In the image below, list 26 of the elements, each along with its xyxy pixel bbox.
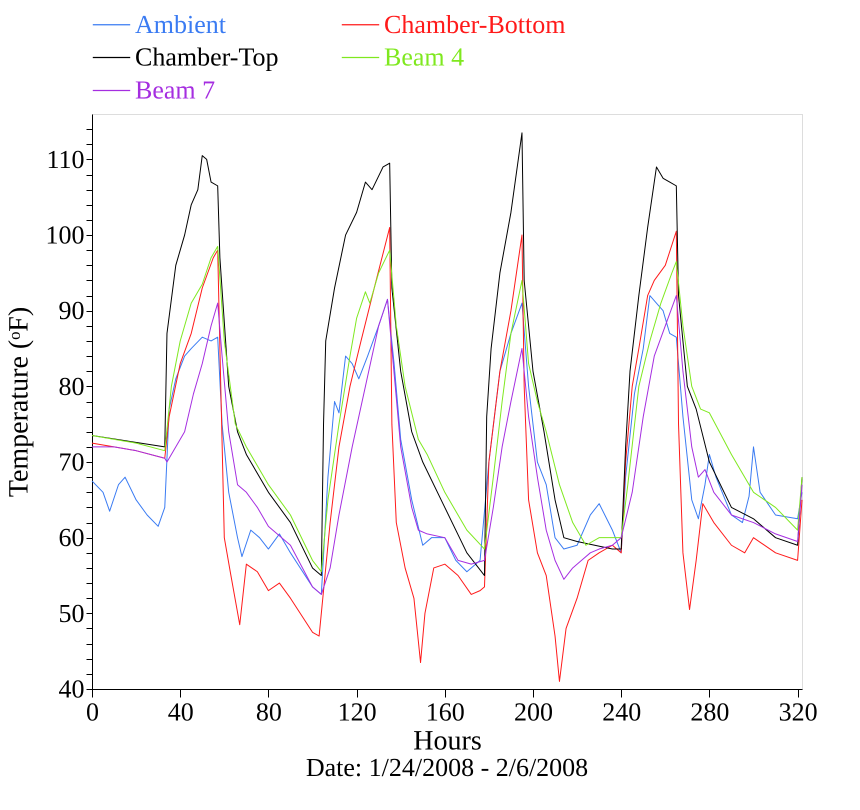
x-tick-label: 200	[514, 698, 553, 726]
y-tick-label: 50	[58, 598, 84, 628]
legend-label: Beam 4	[384, 42, 464, 72]
line-series	[92, 295, 802, 595]
y-axis-title: Temperature (ᵒF)	[4, 306, 34, 498]
x-tick-label: 0	[86, 698, 99, 726]
x-tick-label: 240	[602, 698, 642, 726]
x-tick-label: 160	[426, 698, 465, 726]
y-tick-label: 40	[58, 674, 84, 704]
y-tick-label: 60	[58, 523, 84, 552]
y-tick-label: 80	[58, 372, 84, 401]
x-tick-label: 320	[778, 698, 818, 726]
line-series	[92, 246, 802, 572]
x-tick-label: 280	[690, 698, 730, 726]
x-tick-label: 120	[338, 698, 377, 726]
y-tick-label: 110	[46, 144, 84, 174]
x-tick-label: 40	[168, 698, 194, 726]
legend-label: Chamber-Bottom	[384, 10, 566, 39]
legend-label: Chamber-Top	[135, 42, 279, 72]
y-tick-label: 70	[58, 448, 84, 477]
line-series	[92, 226, 802, 682]
y-tick-label: 100	[46, 220, 84, 250]
x-tick-label: 80	[256, 698, 282, 726]
y-tick-label: 90	[58, 296, 84, 326]
legend-label: Ambient	[135, 10, 227, 39]
legend-label: Beam 7	[135, 76, 216, 104]
